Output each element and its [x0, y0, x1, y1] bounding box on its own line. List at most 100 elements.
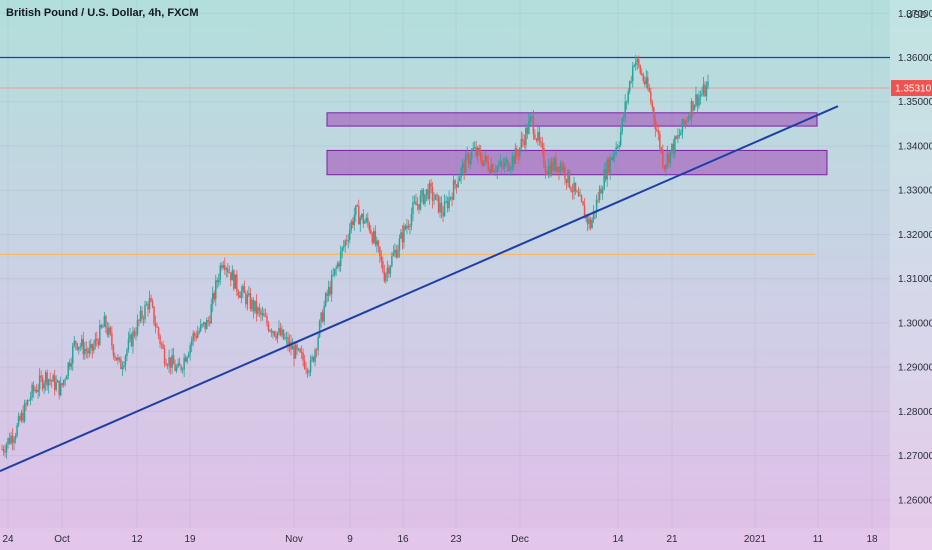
candle-body — [493, 171, 495, 173]
price-axis[interactable]: 1.26000 1.27000 1.28000 1.29000 1.30000 1.310… — [890, 0, 932, 550]
candle-body — [485, 155, 488, 162]
trendline-group[interactable] — [0, 105, 839, 473]
candle-body — [677, 134, 679, 139]
candle-body — [464, 154, 467, 173]
candle-body — [475, 147, 477, 156]
time-tick-label: Nov — [285, 534, 303, 545]
candle-body — [183, 357, 185, 370]
price-tick-label: 1.37000 — [898, 9, 932, 20]
candle-body — [153, 306, 155, 324]
candle-body — [55, 382, 57, 390]
candle-body — [481, 160, 483, 166]
candle-body — [26, 400, 29, 405]
candle-body — [118, 357, 121, 360]
candle-body — [577, 192, 580, 197]
candle-body — [91, 344, 94, 351]
candle-body — [361, 213, 363, 218]
candle-body — [376, 240, 378, 245]
candle-body — [225, 268, 228, 270]
candle-body — [698, 96, 700, 106]
candle-body — [491, 164, 494, 173]
candle-body — [398, 238, 401, 251]
candle-body — [543, 147, 545, 167]
upper-zone[interactable] — [326, 112, 818, 127]
candle-body — [565, 179, 568, 183]
candle-body — [663, 165, 666, 169]
candle-body — [513, 155, 515, 165]
candle-body — [583, 205, 586, 219]
candle-body — [251, 299, 253, 309]
candle-body — [300, 352, 303, 353]
candle-body — [341, 247, 343, 252]
candle-body — [494, 171, 497, 173]
candle-body — [138, 320, 140, 321]
candle-body — [466, 154, 468, 155]
lower-zone[interactable] — [326, 149, 828, 176]
price-tick-label: 1.31000 — [898, 274, 932, 285]
candle-body — [324, 293, 327, 306]
price-tick-label: 1.30000 — [898, 318, 932, 329]
candle-body — [163, 348, 166, 364]
candle-body — [669, 150, 672, 164]
candle-body — [437, 195, 440, 213]
candle-body — [704, 84, 706, 97]
candle-body — [165, 363, 167, 366]
horizontal-lines[interactable] — [0, 56, 890, 255]
currency-label: USD — [906, 10, 927, 21]
candle-body — [97, 341, 100, 345]
candle-body — [93, 345, 95, 351]
candle-body — [103, 316, 106, 327]
candle-body — [105, 316, 107, 328]
candle-body — [445, 201, 447, 203]
candle-body — [22, 412, 24, 422]
candle-body — [237, 291, 240, 296]
candle-body — [380, 256, 383, 261]
candle-body — [181, 369, 184, 371]
candle-body — [14, 436, 17, 440]
zones[interactable] — [326, 112, 828, 176]
candle-body — [287, 337, 289, 347]
candle-body — [418, 204, 420, 210]
candle-body — [574, 182, 577, 191]
candle-body — [660, 148, 663, 150]
candle-body — [365, 217, 368, 222]
candle-body — [68, 362, 71, 367]
candle-body — [198, 330, 200, 333]
candle-body — [680, 132, 682, 136]
candle-body — [196, 332, 199, 338]
candle-body — [215, 280, 217, 300]
candle-body — [595, 199, 598, 213]
candle-body — [308, 372, 310, 374]
candle-body — [47, 379, 50, 386]
candle-body — [299, 348, 301, 353]
candle-body — [508, 169, 511, 171]
candle-body — [61, 383, 63, 385]
candles — [1, 54, 709, 459]
time-tick-label: 11 — [813, 534, 824, 545]
rising-trendline[interactable] — [0, 105, 839, 473]
candle-body — [338, 263, 340, 267]
candle-body — [175, 367, 178, 371]
candle-body — [269, 330, 271, 332]
candle-body — [633, 65, 635, 67]
candle-body — [610, 157, 613, 160]
candle-body — [141, 310, 143, 319]
candle-body — [695, 94, 697, 106]
candle-body — [62, 379, 65, 385]
candle-body — [278, 327, 280, 333]
candle-body — [668, 153, 670, 164]
candle-body — [330, 274, 333, 295]
candle-body — [692, 101, 694, 111]
time-axis[interactable]: 24 Oct 12 19 Nov 9 16 23 Dec 14 21 2021 11 18 — [0, 528, 932, 550]
candle-body — [448, 197, 450, 209]
candle-body — [44, 372, 47, 384]
candle-body — [488, 169, 491, 173]
candle-body — [416, 204, 419, 206]
candle-body — [326, 293, 328, 296]
candle-body — [434, 194, 437, 200]
candle-body — [202, 322, 205, 325]
candle-body — [455, 184, 458, 188]
candle-body — [132, 331, 134, 347]
candle-body — [406, 225, 408, 229]
